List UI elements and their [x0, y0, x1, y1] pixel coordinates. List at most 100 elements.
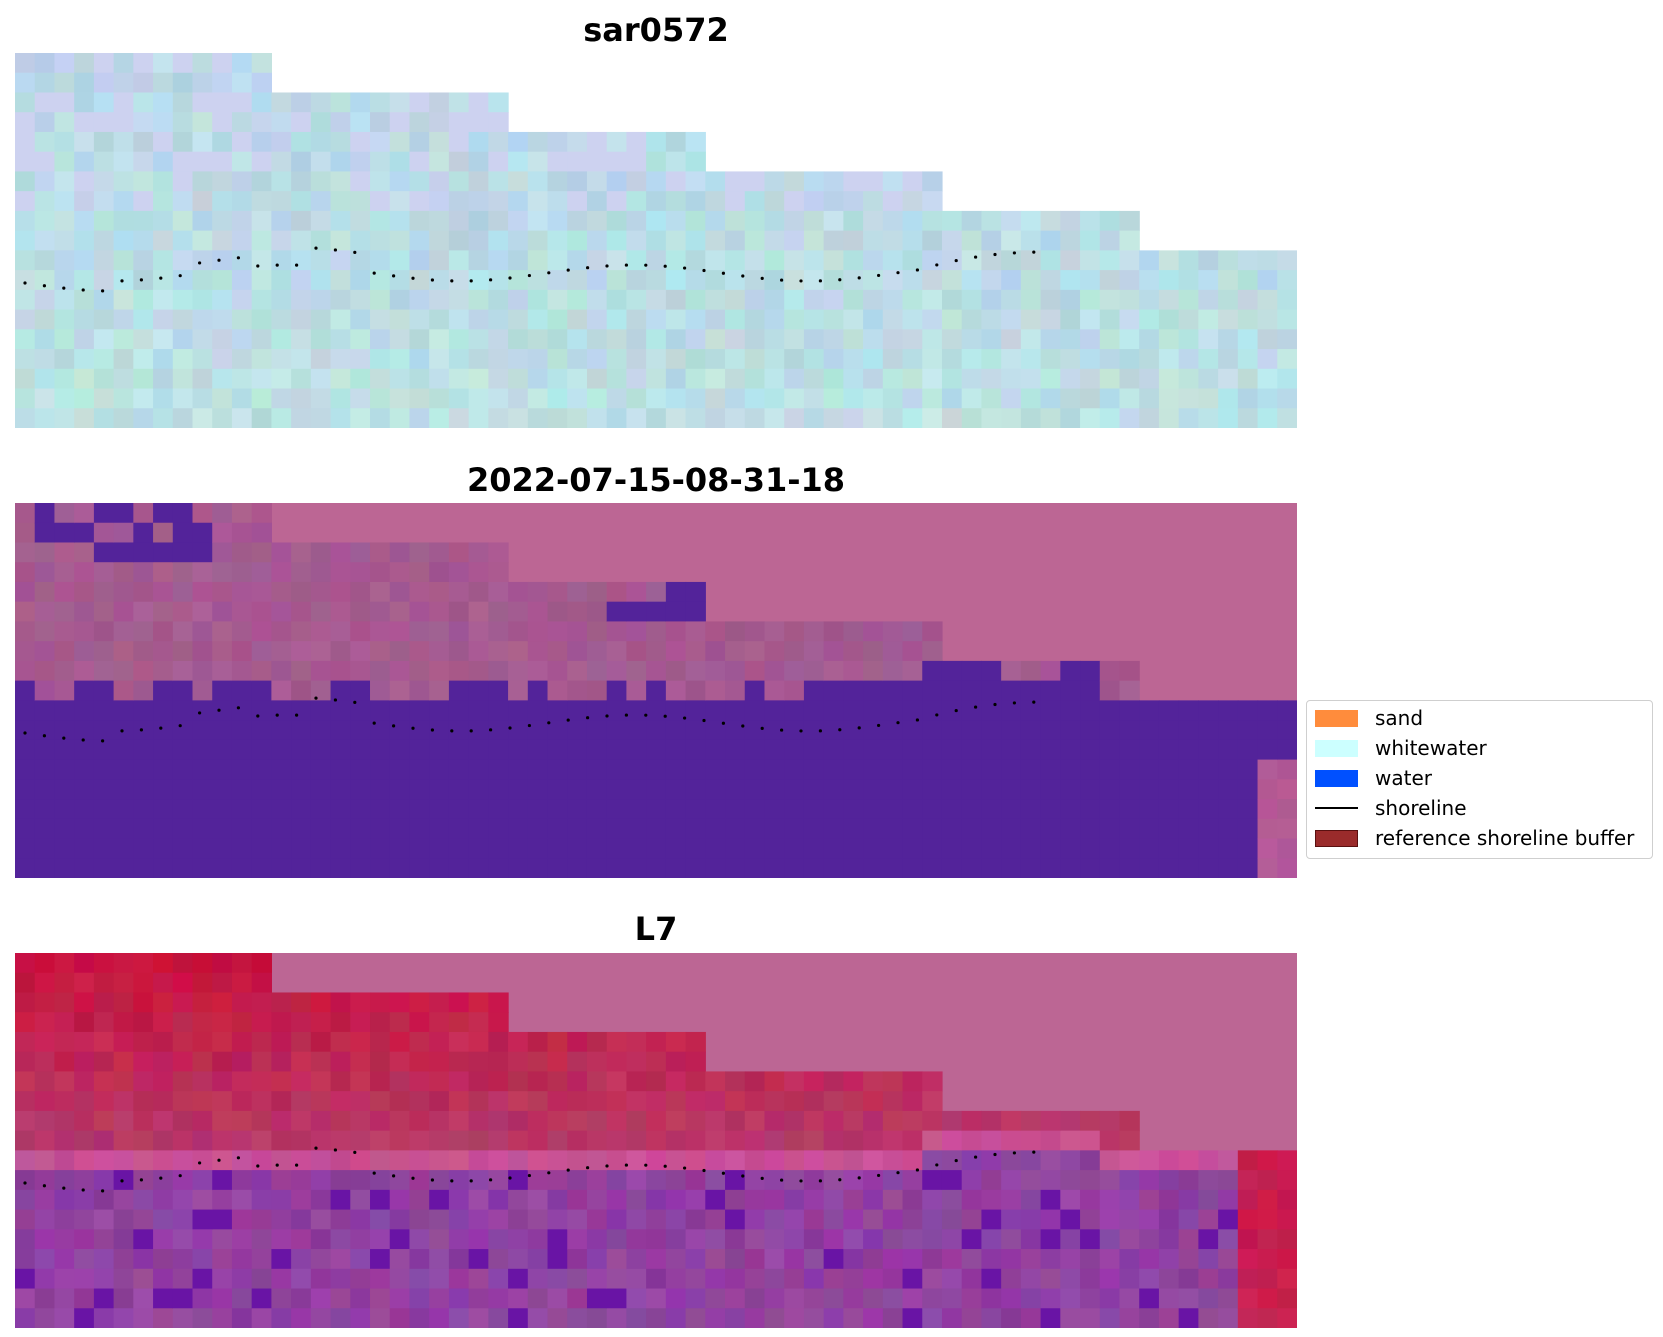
shoreline-swatch [1315, 807, 1358, 809]
shoreline-point [372, 271, 376, 275]
shoreline-point [935, 1163, 939, 1167]
legend-item-whitewater: whitewater [1315, 733, 1645, 763]
legend-item-sand: sand [1315, 703, 1645, 733]
shoreline-point [760, 276, 764, 280]
shoreline-point [81, 288, 85, 292]
shoreline-point [217, 1158, 221, 1162]
shoreline-point [81, 738, 85, 742]
shoreline-point [1032, 700, 1036, 704]
shoreline-point [62, 736, 66, 740]
shoreline-point [566, 1168, 570, 1172]
shoreline-point [683, 1166, 687, 1170]
shoreline-point [741, 274, 745, 278]
shoreline-point [663, 264, 667, 268]
shoreline-point [741, 1174, 745, 1178]
shoreline-point [566, 718, 570, 722]
shoreline-point [198, 711, 202, 715]
shoreline-point [605, 714, 609, 718]
shoreline-point [935, 713, 939, 717]
shoreline-point [702, 1168, 706, 1173]
shoreline-point [275, 263, 279, 267]
legend-label-whitewater: whitewater [1375, 736, 1487, 760]
shoreline-point [295, 263, 299, 267]
shoreline-point [663, 1164, 667, 1168]
shoreline-point [333, 1148, 337, 1152]
shoreline-point [935, 263, 939, 267]
shoreline-point [954, 708, 958, 713]
shoreline-point [236, 1156, 240, 1160]
shoreline-point [450, 1179, 454, 1183]
shoreline-point [663, 714, 667, 718]
shoreline-point [586, 1166, 590, 1170]
shoreline-point [392, 724, 396, 728]
shoreline-point [62, 1186, 66, 1190]
shoreline-point [1032, 1150, 1036, 1154]
shoreline-points [23, 696, 1036, 743]
shoreline-point [896, 271, 900, 275]
shoreline-point [644, 713, 648, 717]
shoreline-point [159, 1176, 163, 1180]
shoreline-point [605, 1164, 609, 1168]
shoreline-point [469, 1179, 473, 1183]
shoreline-point [314, 696, 318, 700]
shoreline-point [198, 261, 202, 265]
shoreline-point [644, 1163, 648, 1167]
shoreline-point [411, 726, 415, 730]
shoreline-point [566, 268, 570, 272]
shoreline-point [120, 1179, 124, 1183]
shoreline-point [81, 1188, 85, 1192]
panel-title-3: L7 [634, 910, 678, 948]
legend-item-shoreline: shoreline [1315, 793, 1645, 823]
shoreline-point [139, 1178, 143, 1182]
shoreline-point [915, 718, 920, 722]
shoreline-point [23, 731, 27, 735]
shoreline-point [527, 723, 532, 728]
shoreline-point [780, 1178, 784, 1182]
shoreline-point [586, 716, 590, 720]
shoreline-point [489, 728, 493, 732]
shoreline-point [275, 713, 279, 717]
shoreline-point [683, 716, 687, 720]
shoreline-point [333, 698, 337, 702]
shoreline-point [799, 279, 803, 283]
shoreline-point [295, 713, 299, 717]
shoreline-point [353, 1150, 357, 1154]
shoreline-point [877, 273, 881, 278]
shoreline-point [896, 1171, 900, 1175]
shoreline-point [974, 705, 978, 709]
shoreline-point [430, 278, 434, 282]
legend-label-sand: sand [1375, 706, 1424, 730]
shoreline-point [101, 1189, 105, 1193]
classification-image-panel [15, 503, 1297, 878]
shoreline-point [42, 734, 46, 738]
shoreline-point [624, 713, 629, 717]
shoreline-point [818, 279, 823, 283]
shoreline-point [256, 264, 260, 268]
shoreline-point [178, 1174, 182, 1178]
shoreline-point [139, 278, 143, 282]
shoreline-point [780, 278, 784, 282]
shoreline-point [857, 726, 861, 730]
shoreline-point [120, 279, 124, 283]
shoreline-point [702, 268, 706, 273]
shoreline-point [159, 726, 163, 730]
shoreline-point [915, 268, 920, 272]
shoreline-point [896, 721, 900, 725]
shoreline-point [974, 1155, 978, 1159]
shoreline-point [818, 1179, 823, 1183]
shoreline-points [23, 1146, 1036, 1193]
shoreline-point [42, 1184, 46, 1188]
shoreline-point [469, 279, 473, 283]
shoreline-point [838, 728, 842, 732]
shoreline-point [547, 1171, 551, 1175]
shoreline-point [624, 1163, 629, 1167]
shoreline-point [42, 284, 46, 288]
shoreline-point [644, 263, 648, 267]
shoreline-point [993, 1152, 997, 1157]
shoreline-point [760, 1176, 764, 1180]
shoreline-point [974, 255, 978, 259]
shoreline-point [1012, 251, 1017, 255]
shoreline-point [508, 276, 512, 280]
shoreline-point [1032, 250, 1036, 254]
shoreline-point [450, 729, 454, 733]
